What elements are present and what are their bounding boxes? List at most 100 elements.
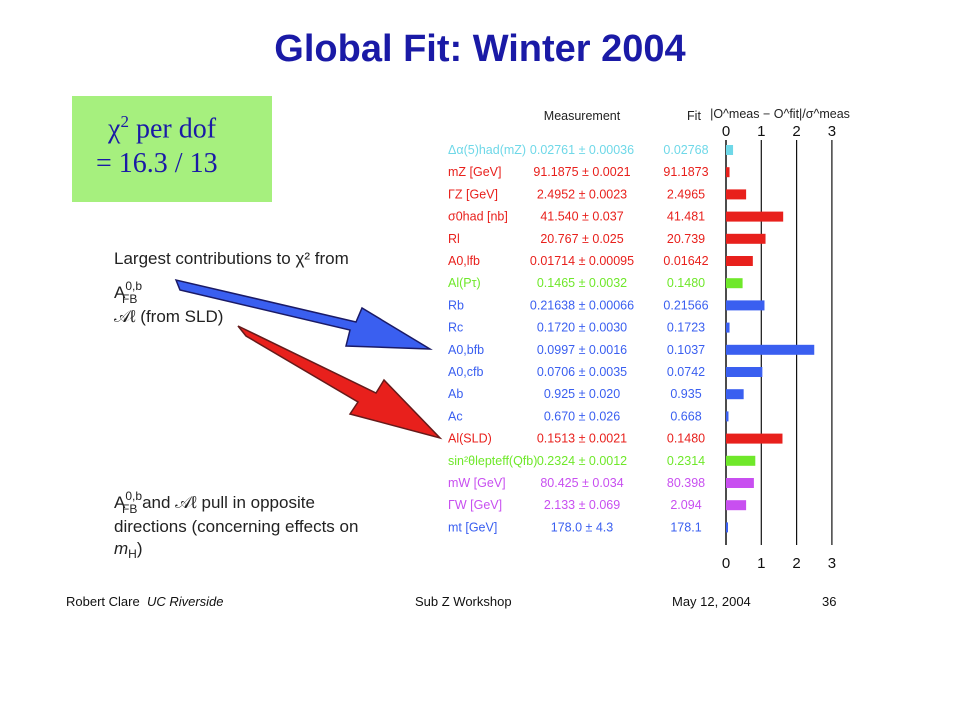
pull-bar — [726, 167, 730, 178]
row-label: Al(SLD) — [448, 432, 492, 446]
row-fit: 0.21566 — [663, 298, 708, 312]
row-measurement: 20.767 ± 0.025 — [540, 232, 623, 246]
pull-bar — [726, 411, 729, 422]
row-measurement: 2.4952 ± 0.0023 — [537, 187, 627, 201]
row-label: A0,cfb — [448, 365, 483, 379]
red-arrow — [237, 325, 443, 440]
pull-bar — [726, 211, 784, 222]
row-label: Al(Pτ) — [448, 276, 481, 290]
pull-text-line1: A0,bFB and 𝒜ℓ pull in opposite — [114, 489, 315, 516]
pull-bar — [726, 278, 743, 289]
footer-page-number: 36 — [822, 594, 837, 609]
row-label: ΓZ [GeV] — [448, 187, 498, 201]
row-fit: 20.739 — [667, 232, 705, 246]
row-measurement: 0.02761 ± 0.00036 — [530, 143, 634, 157]
pull-bar — [726, 300, 765, 311]
row-fit: 0.0742 — [667, 365, 705, 379]
bottom-tick-label-2: 2 — [792, 555, 800, 572]
row-fit: 0.1037 — [667, 343, 705, 357]
footer-event: Sub Z Workshop — [415, 594, 512, 609]
fit-header: Fit — [687, 109, 701, 123]
row-label: A0,lfb — [448, 254, 480, 268]
pull-bar — [726, 322, 730, 333]
pull-bar — [726, 455, 756, 466]
row-measurement: 0.1720 ± 0.0030 — [537, 321, 627, 335]
top-tick-label-3: 3 — [828, 123, 836, 140]
row-label: Rb — [448, 298, 464, 312]
row-measurement: 0.1513 ± 0.0021 — [537, 432, 627, 446]
row-measurement: 0.1465 ± 0.0032 — [537, 276, 627, 290]
row-fit: 0.01642 — [663, 254, 708, 268]
top-tick-label-0: 0 — [722, 123, 730, 140]
row-fit: 91.1873 — [663, 165, 708, 179]
row-label: sin²θlepteff(Qfb) — [448, 454, 537, 468]
row-measurement: 80.425 ± 0.034 — [540, 476, 623, 490]
al-sld-item: 𝒜ℓ (from SLD) — [114, 307, 224, 326]
row-label: Δα(5)had(mZ) — [448, 143, 526, 157]
pull-bar — [726, 478, 754, 488]
row-fit: 0.02768 — [663, 143, 708, 157]
pull-bar — [726, 189, 747, 200]
row-fit: 0.1723 — [667, 321, 705, 335]
row-fit: 0.2314 — [667, 454, 705, 468]
top-tick-label-1: 1 — [757, 123, 765, 140]
row-fit: 2.094 — [670, 498, 701, 512]
row-measurement: 0.0997 ± 0.0016 — [537, 343, 627, 357]
row-label: mZ [GeV] — [448, 165, 501, 179]
row-fit: 0.668 — [670, 409, 701, 423]
row-label: mW [GeV] — [448, 476, 506, 490]
pull-bar — [726, 256, 753, 266]
pull-bar — [726, 522, 728, 533]
footer-author: Robert Clare UC Riverside — [66, 594, 224, 609]
pull-bar — [726, 233, 766, 244]
afb-b-item: A0,bFB — [114, 279, 143, 306]
pull-bar — [726, 433, 783, 444]
row-label: σ0had [nb] — [448, 210, 508, 224]
row-label: mt [GeV] — [448, 520, 497, 534]
largest-contributions-text: Largest contributions to χ² from — [114, 249, 349, 268]
row-label: ΓW [GeV] — [448, 498, 502, 512]
row-measurement: 0.2324 ± 0.0012 — [537, 454, 627, 468]
row-label: Rl — [448, 232, 460, 246]
footer-date: May 12, 2004 — [672, 594, 751, 609]
row-fit: 41.481 — [667, 210, 705, 224]
chi-square-per-dof-label: χ2 per dof — [108, 112, 217, 145]
slide-title: Global Fit: Winter 2004 — [274, 28, 686, 70]
pull-text-line3: mH) — [114, 539, 143, 561]
row-fit: 0.935 — [670, 387, 701, 401]
bottom-tick-label-1: 1 — [757, 555, 765, 572]
chi-square-box — [72, 96, 272, 202]
row-label: Ab — [448, 387, 463, 401]
pull-bar — [726, 344, 815, 355]
row-measurement: 0.01714 ± 0.00095 — [530, 254, 634, 268]
row-measurement: 0.0706 ± 0.0035 — [537, 365, 627, 379]
bottom-tick-label-0: 0 — [722, 555, 730, 572]
row-label: A0,bfb — [448, 343, 484, 357]
row-measurement: 2.133 ± 0.069 — [544, 498, 620, 512]
row-measurement: 41.540 ± 0.037 — [540, 210, 623, 224]
top-tick-label-2: 2 — [792, 123, 800, 140]
row-fit: 178.1 — [670, 520, 701, 534]
row-fit: 2.4965 — [667, 187, 705, 201]
row-measurement: 178.0 ± 4.3 — [551, 520, 614, 534]
pull-bar — [726, 367, 763, 377]
pull-bar — [726, 389, 744, 400]
blue-arrow — [174, 278, 433, 350]
row-measurement: 0.21638 ± 0.00066 — [530, 298, 634, 312]
pull-bar — [726, 500, 747, 511]
row-measurement: 0.925 ± 0.020 — [544, 387, 620, 401]
pull-bar — [726, 145, 734, 155]
row-fit: 0.1480 — [667, 432, 705, 446]
chi-square-value: = 16.3 / 13 — [96, 148, 218, 179]
row-fit: 0.1480 — [667, 276, 705, 290]
measurement-header: Measurement — [544, 109, 621, 123]
row-fit: 80.398 — [667, 476, 705, 490]
pull-header: |O^meas − O^fit|/σ^meas — [710, 107, 850, 121]
row-label: Rc — [448, 321, 463, 335]
row-measurement: 91.1875 ± 0.0021 — [533, 165, 630, 179]
bottom-tick-label-3: 3 — [828, 555, 836, 572]
row-label: Ac — [448, 409, 463, 423]
pull-text-line2: directions (concerning effects on — [114, 517, 359, 536]
row-measurement: 0.670 ± 0.026 — [544, 409, 620, 423]
